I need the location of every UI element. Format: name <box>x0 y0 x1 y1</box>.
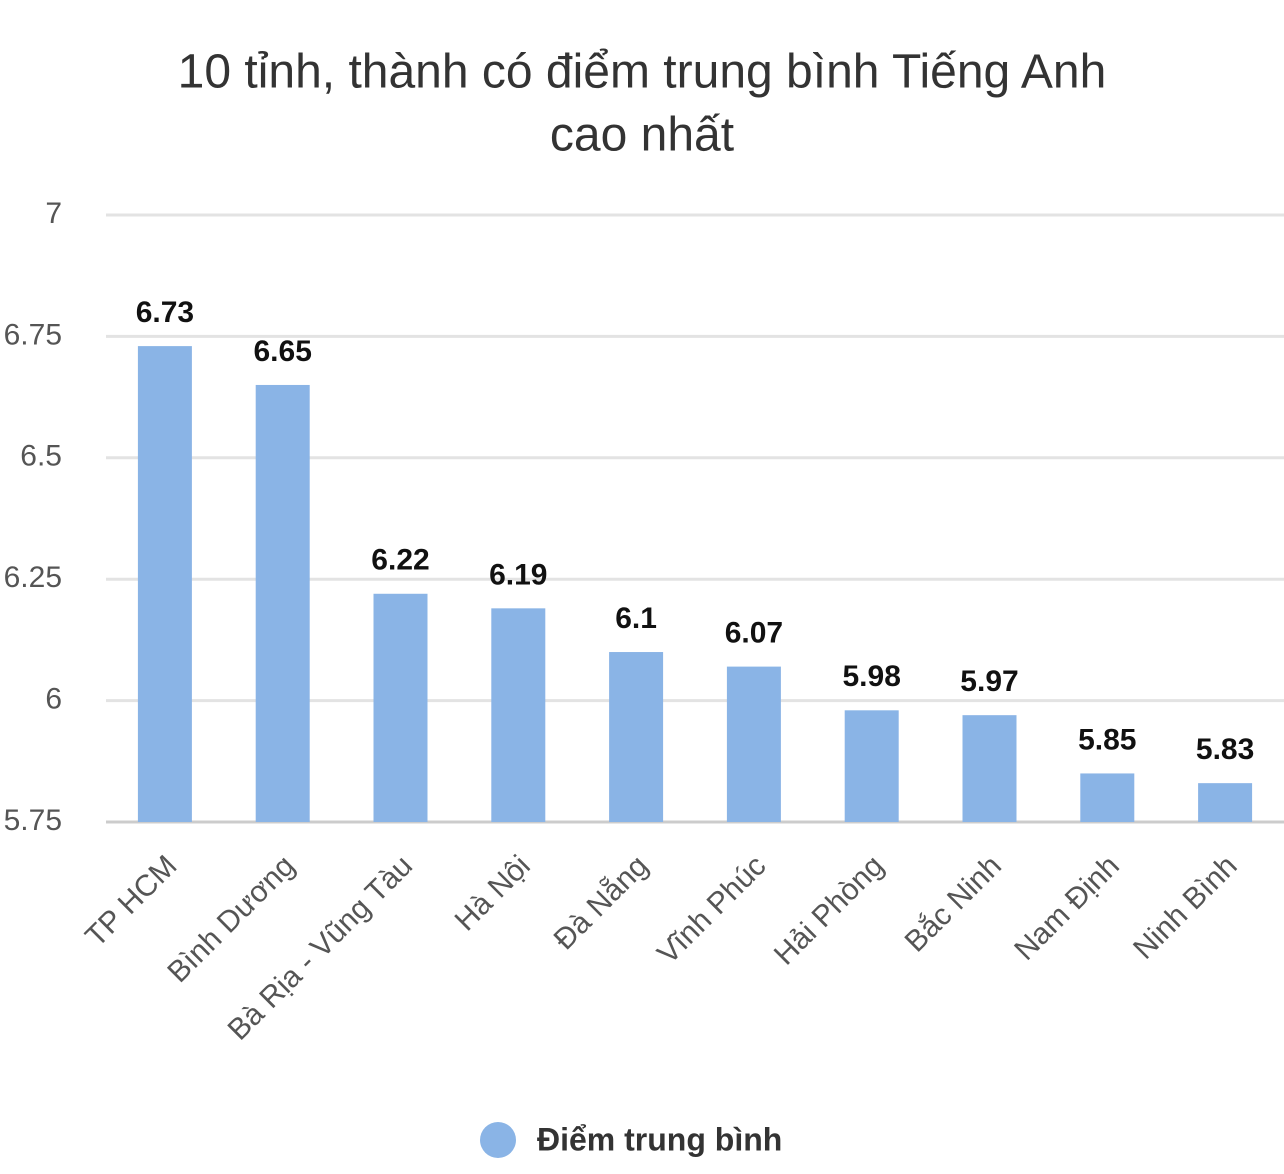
x-tick-label: Hải Phòng <box>768 849 890 971</box>
x-tick-label: Vĩnh Phúc <box>651 849 772 970</box>
bar <box>844 710 899 822</box>
legend-marker <box>480 1122 516 1158</box>
bar <box>373 593 428 822</box>
y-tick-label: 6 <box>45 683 62 716</box>
bar <box>491 608 546 822</box>
data-label: 6.1 <box>615 602 657 635</box>
x-tick-label: Hà Nội <box>449 849 537 937</box>
bar <box>962 715 1017 822</box>
legend-label: Điểm trung bình <box>537 1121 782 1157</box>
y-tick-label: 6.25 <box>4 561 62 594</box>
data-label: 6.22 <box>371 544 429 577</box>
data-label: 5.85 <box>1078 723 1136 756</box>
y-tick-label: 5.75 <box>4 804 62 837</box>
data-label: 5.97 <box>960 665 1018 698</box>
x-tick-label: Ninh Bình <box>1127 849 1243 965</box>
x-tick-label: Đà Nẵng <box>548 849 655 956</box>
bar <box>255 384 310 822</box>
data-label: 5.83 <box>1196 733 1254 766</box>
x-tick-label: Nam Định <box>1008 849 1126 967</box>
data-label: 6.73 <box>136 296 194 329</box>
bar <box>726 666 781 822</box>
data-label: 5.98 <box>843 660 901 693</box>
y-tick-label: 6.75 <box>4 318 62 351</box>
x-tick-label: TP HCM <box>79 849 183 953</box>
bar <box>1198 783 1253 822</box>
data-label: 6.65 <box>254 335 312 368</box>
y-tick-label: 7 <box>45 197 62 230</box>
x-tick-label: Bắc Ninh <box>899 849 1008 958</box>
chart-title: 10 tỉnh, thành có điểm trung bình Tiếng … <box>178 46 1107 99</box>
bar <box>137 346 192 822</box>
data-label: 6.19 <box>489 558 547 591</box>
data-label: 6.07 <box>725 617 783 650</box>
chart-title: cao nhất <box>550 109 734 162</box>
bar <box>1080 773 1135 822</box>
y-tick-label: 6.5 <box>20 440 62 473</box>
bar <box>609 652 664 822</box>
